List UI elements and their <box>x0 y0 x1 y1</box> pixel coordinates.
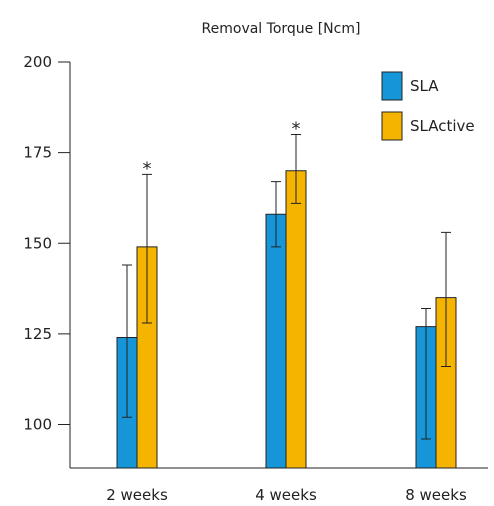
significance-star: * <box>143 158 152 179</box>
y-tick-label: 175 <box>23 144 52 162</box>
axes: 100 125 150 175 200 2 weeks 4 weeks 8 weeks <box>23 53 488 504</box>
y-tick-label: 100 <box>23 416 52 434</box>
significance-star: * <box>292 119 301 140</box>
x-category-label: 8 weeks <box>405 486 467 504</box>
bar-sla-4-weeks <box>265 213 287 469</box>
y-tick-label: 150 <box>23 234 52 252</box>
error-bars <box>122 134 451 440</box>
chart-title: Removal Torque [Ncm] <box>202 21 361 37</box>
bars <box>116 170 457 469</box>
x-category-label: 2 weeks <box>106 486 168 504</box>
legend-swatch <box>381 111 403 141</box>
significance-markers: ** <box>143 119 301 180</box>
legend-swatch <box>381 71 403 101</box>
legend-label: SLA <box>410 77 439 95</box>
bar-slactive-4-weeks <box>285 170 307 469</box>
y-tick-label: 200 <box>23 53 52 71</box>
legend: SLA SLActive <box>381 71 475 141</box>
legend-label: SLActive <box>410 117 475 135</box>
y-tick-label: 125 <box>23 325 52 343</box>
x-category-label: 4 weeks <box>255 486 317 504</box>
